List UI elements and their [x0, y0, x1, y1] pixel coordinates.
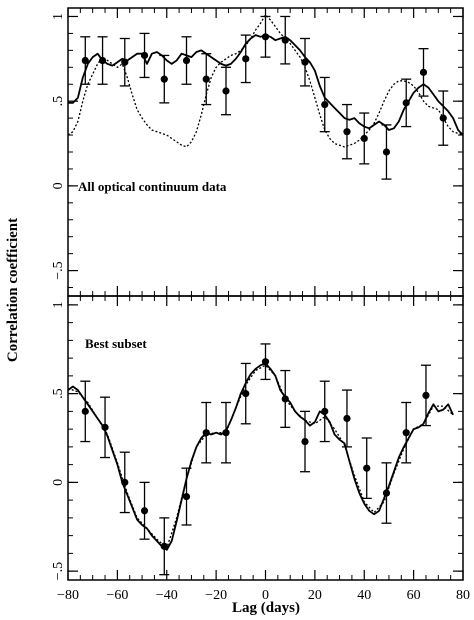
y-tick-label: .5: [51, 388, 66, 399]
dotted-series-line: [68, 14, 463, 148]
data-point: [81, 56, 89, 65]
data-point: [360, 134, 368, 143]
x-tick-label: 20: [308, 588, 322, 603]
x-axis-label: Lag (days): [232, 600, 300, 616]
data-point: [160, 542, 168, 550]
y-tick-label: 1: [51, 301, 66, 308]
data-point: [202, 429, 210, 437]
y-tick-label: −.5: [51, 261, 66, 279]
data-point: [101, 423, 109, 431]
data-point: [422, 391, 430, 399]
data-point: [242, 55, 250, 63]
data-point: [242, 390, 250, 398]
data-point: [261, 33, 270, 41]
x-tick-label: −40: [156, 588, 178, 603]
data-point: [402, 429, 410, 437]
data-point: [382, 148, 391, 156]
x-tick-label: −80: [57, 588, 79, 603]
data-point: [140, 51, 149, 60]
data-point: [121, 478, 129, 486]
y-tick-label: −.5: [51, 562, 66, 580]
data-point: [363, 464, 371, 472]
y-tick-label: .5: [51, 96, 66, 107]
data-point: [182, 56, 191, 65]
data-point: [321, 100, 329, 109]
x-tick-label: −60: [106, 588, 128, 603]
panel-annotation: All optical continuum data: [78, 179, 227, 194]
bottom-panel: −80 −60 −40 −20 0 20 40 60 80 −.5 0 .5 1 Best subset: [51, 295, 470, 603]
data-point: [222, 87, 230, 95]
data-point: [121, 58, 129, 66]
x-tick-label: 40: [357, 588, 371, 603]
y-tick-label: 0: [51, 182, 66, 189]
panel-annotation: Best subset: [85, 336, 147, 351]
data-point: [281, 395, 289, 403]
data-point: [222, 429, 230, 437]
data-point: [301, 437, 309, 446]
x-tick-label: 80: [456, 588, 470, 603]
data-point: [160, 75, 168, 83]
data-point: [419, 68, 428, 76]
data-point: [343, 128, 351, 136]
data-point: [202, 75, 210, 83]
data-point: [402, 99, 410, 107]
dotted-series-line: [68, 364, 454, 549]
data-point: [281, 36, 289, 44]
x-tick-label: 0: [262, 588, 269, 603]
data-point: [140, 507, 149, 515]
data-point: [182, 492, 191, 501]
x-tick-label: −20: [205, 588, 227, 603]
data-point: [321, 407, 329, 415]
data-point: [439, 114, 447, 122]
data-point: [261, 358, 270, 366]
data-point: [81, 407, 89, 415]
data-point: [301, 58, 309, 66]
data-point: [98, 56, 107, 65]
solid-series-line: [68, 362, 454, 551]
y-axis-label: Correlation coefficient: [5, 218, 21, 362]
data-point: [382, 489, 391, 497]
data-point: [343, 414, 351, 423]
y-tick-label: 1: [51, 13, 66, 20]
top-panel: −.5 0 .5 1 All optical continuum data: [51, 7, 464, 297]
x-tick-label: 60: [407, 588, 421, 603]
y-tick-label: 0: [51, 479, 66, 486]
